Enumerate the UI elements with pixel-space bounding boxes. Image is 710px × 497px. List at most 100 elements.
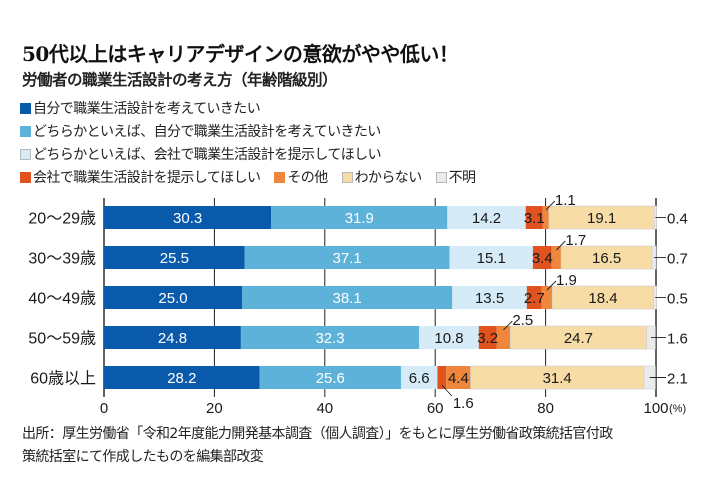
data-label: 6.6	[409, 370, 430, 387]
data-label: 10.8	[434, 330, 463, 347]
bar-segment	[242, 286, 453, 309]
data-label: 3.4	[532, 250, 553, 267]
data-label: 15.1	[477, 250, 506, 267]
data-label: 31.9	[345, 210, 374, 227]
stacked-bar-chart: 20〜29歳 30〜39歳 40〜49歳 50〜59歳 60歳以上 30.3 31.9 14.…	[28, 192, 688, 417]
data-label: 28.2	[167, 370, 196, 387]
bar-segment	[271, 206, 448, 229]
legend-label: わからない	[354, 169, 423, 186]
callout-label: 2.5	[512, 312, 533, 329]
x-tick-label: 20	[206, 400, 223, 417]
legend: 自分で職業生活設計を考えていきたいどちらかといえば、自分で職業生活設計を考えてい…	[20, 97, 489, 189]
callout-label: 0.5	[667, 291, 688, 308]
legend-item: その他	[274, 167, 328, 189]
bar-segment	[526, 286, 542, 309]
bar-segment	[259, 366, 401, 389]
source-line-1: 出所：厚生労働省「令和2年度能力開発基本調査（個人調査）」をもとに厚生労働省政策…	[22, 426, 613, 442]
data-label: 3.2	[477, 330, 498, 347]
chart-subtitle: 労働者の職業生活設計の考え方（年齢階級別）	[22, 71, 338, 89]
callout-label: 1.1	[555, 192, 576, 209]
callout-leader	[441, 384, 453, 397]
chart-title: 50代以上はキャリアデザインの意欲がやや低い！	[22, 42, 459, 66]
bar-segment	[496, 326, 511, 349]
bar-segment	[478, 326, 497, 349]
legend-swatch	[20, 172, 31, 183]
data-label: 31.4	[543, 370, 572, 387]
data-label: 38.1	[333, 290, 362, 307]
bar-segment	[419, 326, 479, 349]
x-tick-label: 60	[427, 400, 444, 417]
bar-segment	[551, 246, 562, 269]
category-label: 30〜39歳	[28, 250, 96, 268]
legend-swatch	[20, 149, 31, 160]
legend-label: どちらかといえば、会社で職業生活設計を提示してほしい	[33, 146, 382, 163]
legend-item: 会社で職業生活設計を提示してほしい	[20, 167, 261, 189]
data-label: 18.4	[588, 290, 617, 307]
bar-segment	[104, 286, 242, 309]
callout-label: 1.9	[556, 272, 577, 289]
legend-item: わからない	[341, 167, 423, 189]
legend-label: その他	[287, 169, 328, 186]
legend-row: どちらかといえば、会社で職業生活設計を提示してほしい	[20, 143, 489, 166]
legend-swatch	[435, 172, 447, 183]
legend-label: どちらかといえば、自分で職業生活設計を考えていきたい	[33, 123, 381, 140]
bar-segment	[240, 326, 420, 349]
bar-segment	[104, 206, 272, 229]
bar-segment	[525, 206, 543, 229]
category-label: 60歳以上	[30, 370, 96, 388]
bar-segment	[542, 206, 549, 229]
bar-segment	[449, 246, 533, 269]
source-note: 出所：厚生労働省「令和2年度能力開発基本調査（個人調査）」をもとに厚生労働省政策…	[22, 423, 702, 469]
bar-segment	[244, 246, 450, 269]
bar-segment	[437, 366, 447, 389]
data-label: 25.6	[316, 370, 345, 387]
legend-swatch	[341, 172, 353, 183]
bar-segment	[104, 326, 241, 349]
data-label: 3.1	[524, 210, 545, 227]
source-line-2: 策統括室にて作成したものを編集部改変	[22, 449, 264, 465]
x-unit-label: (%)	[669, 403, 686, 415]
bar-segment	[532, 246, 552, 269]
bar-segment	[541, 286, 553, 309]
bar-segment	[400, 366, 438, 389]
legend-item: どちらかといえば、会社で職業生活設計を提示してほしい	[20, 144, 382, 166]
bar-segment	[104, 246, 245, 269]
legend-item: 不明	[435, 167, 476, 189]
legend-label: 不明	[448, 169, 476, 186]
x-tick-label: 0	[100, 400, 108, 417]
legend-label: 自分で職業生活設計を考えていきたい	[33, 100, 261, 117]
category-label: 50〜59歳	[28, 330, 96, 348]
callout-leader	[556, 240, 566, 251]
bar-segment	[447, 206, 526, 229]
legend-item: どちらかといえば、自分で職業生活設計を考えていきたい	[20, 121, 381, 143]
callout-label: 0.4	[667, 211, 688, 228]
legend-row: 自分で職業生活設計を考えていきたい	[20, 97, 489, 120]
category-label: 20〜29歳	[28, 210, 96, 228]
data-label: 16.5	[592, 250, 621, 267]
legend-row: 会社で職業生活設計を提示してほしい その他 わからない 不明	[20, 166, 489, 189]
x-tick-label: 40	[316, 400, 333, 417]
legend-item: 自分で職業生活設計を考えていきたい	[20, 98, 261, 120]
callout-label: 2.1	[667, 371, 688, 388]
x-tick-label: 100	[643, 400, 668, 417]
x-tick-label: 80	[537, 400, 554, 417]
callout-label: 1.6	[453, 395, 474, 412]
legend-swatch	[20, 103, 31, 114]
legend-label: 会社で職業生活設計を提示してほしい	[33, 169, 261, 186]
legend-row: どちらかといえば、自分で職業生活設計を考えていきたい	[20, 120, 489, 143]
data-label: 24.7	[564, 330, 593, 347]
data-label: 30.3	[173, 210, 202, 227]
callout-leader	[545, 200, 556, 211]
callout-leader	[503, 320, 513, 331]
data-label: 25.5	[160, 250, 189, 267]
category-label: 40〜49歳	[28, 290, 96, 308]
callout-label: 1.6	[667, 331, 688, 348]
callout-leader	[546, 280, 557, 291]
data-label: 2.7	[524, 290, 545, 307]
data-label: 37.1	[333, 250, 362, 267]
bar-segment	[446, 366, 471, 389]
data-label: 24.8	[158, 330, 187, 347]
data-label: 14.2	[472, 210, 501, 227]
data-label: 19.1	[587, 210, 616, 227]
bar-segment	[104, 366, 260, 389]
